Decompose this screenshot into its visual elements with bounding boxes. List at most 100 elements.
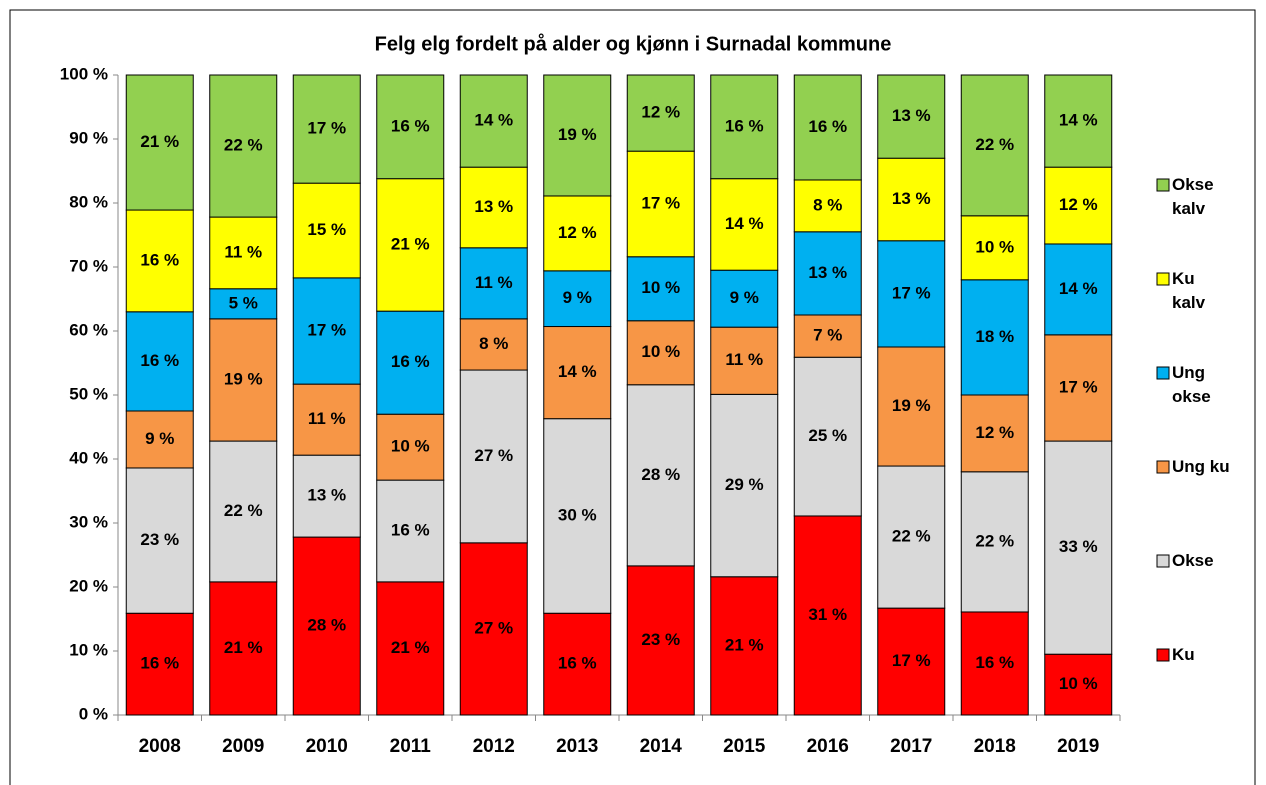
bar-segment: [1044, 653, 1113, 716]
bar-segment: [376, 581, 445, 716]
bar-segment: [376, 178, 445, 312]
bar-segment: [125, 209, 194, 313]
data-label: 13 %: [892, 189, 931, 208]
legend-label: Okse: [1172, 551, 1214, 570]
data-label: 13 %: [892, 106, 931, 125]
bar-segment: [376, 413, 445, 481]
data-label: 17 %: [307, 320, 346, 339]
bar-segment: [960, 471, 1029, 613]
bar-segment: [793, 74, 862, 181]
data-label: 21 %: [391, 234, 430, 253]
bar-segment: [209, 318, 278, 442]
legend-swatch: [1156, 366, 1170, 380]
data-label: 10 %: [1059, 674, 1098, 693]
bar-segment: [125, 410, 194, 469]
legend-swatch: [1156, 648, 1170, 662]
legend-label: Ung ku: [1172, 457, 1230, 476]
data-label: 15 %: [307, 220, 346, 239]
data-label: 22 %: [975, 531, 1014, 550]
data-label: 19 %: [558, 125, 597, 144]
data-label: 19 %: [892, 396, 931, 415]
data-label: 16 %: [808, 117, 847, 136]
data-label: 10 %: [391, 437, 430, 456]
data-label: 22 %: [224, 136, 263, 155]
data-label: 21 %: [224, 638, 263, 657]
x-tick-label: 2012: [473, 736, 515, 757]
data-label: 29 %: [725, 475, 764, 494]
bar-segment: [877, 240, 946, 348]
chart-title: Felg elg fordelt på alder og kjønn i Sur…: [375, 32, 892, 55]
data-label: 16 %: [725, 116, 764, 135]
data-label: 33 %: [1059, 537, 1098, 556]
x-tick-label: 2018: [974, 736, 1016, 757]
data-label: 17 %: [307, 119, 346, 138]
data-label: 17 %: [892, 283, 931, 302]
bar-segment: [209, 288, 278, 320]
data-label: 16 %: [391, 116, 430, 135]
bar-segment: [626, 384, 695, 567]
data-label: 28 %: [641, 465, 680, 484]
bar-segment: [710, 393, 779, 578]
x-tick-label: 2011: [390, 736, 432, 757]
bar-segment: [877, 465, 946, 609]
data-label: 12 %: [558, 223, 597, 242]
data-label: 16 %: [391, 520, 430, 539]
bar-segment: [626, 256, 695, 322]
data-label: 10 %: [641, 278, 680, 297]
data-label: 14 %: [725, 214, 764, 233]
bar-segment: [543, 270, 612, 328]
bar-segment: [292, 454, 361, 538]
data-label: 9 %: [563, 288, 592, 307]
legend-label: Ung okse: [1172, 363, 1211, 406]
bar-segment: [209, 216, 278, 290]
bar-segment: [125, 311, 194, 412]
bar-segment: [209, 581, 278, 716]
data-label: 22 %: [975, 135, 1014, 154]
data-label: 14 %: [1059, 111, 1098, 130]
data-label: 21 %: [391, 638, 430, 657]
x-tick-label: 2010: [306, 736, 348, 757]
data-label: 11 %: [475, 273, 513, 292]
bar-segment: [960, 74, 1029, 217]
y-tick-label: 30 %: [69, 512, 108, 531]
data-label: 14 %: [1059, 279, 1098, 298]
legend-swatch: [1156, 460, 1170, 474]
chart-frame: [9, 9, 1256, 785]
data-label: 17 %: [1059, 377, 1098, 396]
data-label: 8 %: [479, 334, 508, 353]
y-tick-label: 100 %: [60, 64, 108, 83]
bar-segment: [543, 418, 612, 614]
bar-segment: [793, 231, 862, 316]
data-label: 21 %: [725, 635, 764, 654]
bar-segment: [125, 467, 194, 614]
y-tick-label: 60 %: [69, 320, 108, 339]
x-tick-label: 2016: [807, 736, 849, 757]
data-label: 23 %: [641, 630, 680, 649]
y-tick-label: 80 %: [69, 192, 108, 211]
bar-segment: [376, 479, 445, 583]
y-tick-label: 50 %: [69, 384, 108, 403]
legend-label: Okse kalv: [1172, 175, 1214, 218]
data-label: 5 %: [229, 293, 258, 312]
bar-segment: [877, 74, 946, 159]
bar-segment: [209, 440, 278, 583]
data-label: 7 %: [813, 326, 842, 345]
data-label: 27 %: [474, 618, 513, 637]
bar-segment: [459, 542, 528, 716]
legend-label: Ku: [1172, 645, 1195, 664]
data-label: 10 %: [975, 237, 1014, 256]
x-tick-label: 2015: [723, 736, 766, 757]
x-tick-label: 2008: [139, 736, 181, 757]
bar-segment: [1044, 74, 1113, 168]
data-label: 28 %: [307, 616, 346, 635]
bar-segment: [710, 178, 779, 271]
data-label: 16 %: [558, 654, 597, 673]
legend-swatch: [1156, 178, 1170, 192]
data-label: 13 %: [307, 486, 346, 505]
data-label: 9 %: [730, 288, 759, 307]
y-tick-label: 90 %: [69, 128, 108, 147]
data-label: 16 %: [140, 250, 179, 269]
data-label: 16 %: [391, 352, 430, 371]
bar-segment: [710, 576, 779, 716]
